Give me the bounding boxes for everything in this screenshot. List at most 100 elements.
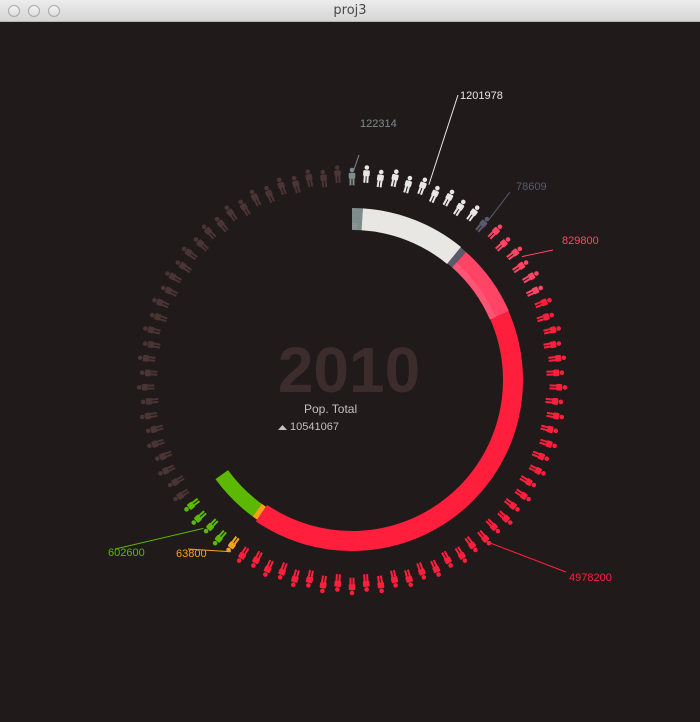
person-icon-69 bbox=[137, 354, 156, 363]
person-icon-89 bbox=[333, 164, 342, 184]
person-icon-13 bbox=[505, 244, 524, 261]
person-icon-42 bbox=[389, 569, 400, 589]
person-icon-6 bbox=[428, 184, 442, 204]
person-icon-24 bbox=[545, 397, 564, 406]
person-icon-14 bbox=[511, 258, 530, 274]
person-icon-40 bbox=[415, 561, 428, 581]
person-icon-31 bbox=[514, 487, 533, 504]
person-icon-11 bbox=[486, 222, 504, 241]
ring-segment-2 bbox=[447, 247, 466, 268]
person-icon-38 bbox=[440, 550, 455, 569]
person-icon-16 bbox=[525, 283, 545, 298]
person-icon-86 bbox=[290, 175, 302, 194]
person-icon-3 bbox=[389, 168, 400, 188]
person-icon-82 bbox=[236, 198, 252, 217]
person-icon-9 bbox=[465, 203, 482, 222]
person-icon-18 bbox=[536, 311, 555, 323]
person-icon-85 bbox=[275, 176, 288, 196]
person-icon-19 bbox=[543, 324, 562, 336]
person-icon-72 bbox=[149, 311, 168, 323]
person-icon-32 bbox=[503, 497, 522, 514]
leader-line-1 bbox=[428, 94, 459, 185]
person-icon-35 bbox=[476, 529, 493, 548]
person-icon-62 bbox=[153, 449, 173, 463]
leader-line-5 bbox=[187, 548, 232, 553]
ring-accent-3 bbox=[452, 262, 496, 320]
person-icon-15 bbox=[521, 269, 541, 285]
person-icon-81 bbox=[222, 203, 239, 222]
ring-segment-3 bbox=[451, 251, 509, 320]
total-value: 10541067 bbox=[290, 421, 339, 433]
total-label: Pop. Total bbox=[304, 402, 357, 416]
person-icon-70 bbox=[142, 339, 161, 350]
year-label: 2010 bbox=[278, 334, 420, 406]
zoom-window-button[interactable] bbox=[48, 5, 60, 17]
person-icon-4 bbox=[402, 175, 414, 194]
person-icon-37 bbox=[453, 545, 469, 565]
person-icon-59 bbox=[171, 487, 190, 504]
population-radial-chart: 122314 1201978 78609 829800 4978200 63800 6026… bbox=[108, 90, 612, 596]
leader-line-0 bbox=[353, 154, 360, 171]
person-icon-17 bbox=[534, 296, 553, 309]
ring-segment-6 bbox=[215, 469, 262, 517]
person-icon-74 bbox=[159, 283, 179, 298]
person-icon-52 bbox=[249, 550, 264, 569]
person-icon-22 bbox=[546, 369, 565, 377]
person-icon-26 bbox=[540, 423, 559, 435]
person-icon-68 bbox=[139, 369, 158, 377]
person-icon-75 bbox=[163, 269, 183, 285]
person-icon-8 bbox=[452, 198, 468, 217]
person-icon-71 bbox=[142, 324, 161, 336]
person-icon-65 bbox=[139, 411, 158, 421]
person-icon-84 bbox=[262, 184, 276, 204]
window-titlebar: proj3 bbox=[0, 0, 700, 22]
person-icon-45 bbox=[348, 577, 356, 596]
person-icon-88 bbox=[319, 169, 329, 188]
person-icon-51 bbox=[261, 559, 275, 579]
person-icon-80 bbox=[213, 215, 230, 233]
person-icon-61 bbox=[157, 463, 176, 478]
person-icon-30 bbox=[518, 474, 538, 490]
leader-line-2 bbox=[488, 191, 511, 221]
leader-line-3 bbox=[521, 249, 554, 258]
person-icon-39 bbox=[429, 559, 443, 579]
person-icon-66 bbox=[140, 397, 159, 406]
person-icon-0 bbox=[348, 167, 356, 186]
person-icon-83 bbox=[248, 188, 263, 207]
person-icon-79 bbox=[200, 222, 218, 241]
person-icon-23 bbox=[549, 383, 568, 391]
person-icon-34 bbox=[484, 517, 502, 536]
person-icon-43 bbox=[376, 575, 386, 594]
person-icon-63 bbox=[146, 437, 165, 450]
segment-label-5: 63800 bbox=[176, 548, 207, 560]
segment-label-0: 122314 bbox=[360, 118, 397, 130]
person-icon-76 bbox=[174, 258, 193, 274]
segment-label-6: 602600 bbox=[108, 547, 145, 559]
person-icon-21 bbox=[548, 354, 567, 363]
person-icon-41 bbox=[403, 569, 415, 588]
ring-segment-5 bbox=[252, 503, 266, 520]
person-icon-33 bbox=[496, 509, 515, 527]
segment-label-4: 4978200 bbox=[569, 572, 612, 584]
ring-segment-1 bbox=[361, 208, 461, 265]
person-icon-12 bbox=[494, 235, 512, 253]
person-icon-67 bbox=[136, 383, 155, 391]
person-icon-47 bbox=[318, 575, 328, 594]
minimize-window-button[interactable] bbox=[28, 5, 40, 17]
segment-label-1: 1201978 bbox=[460, 90, 503, 102]
close-window-button[interactable] bbox=[8, 5, 20, 17]
person-icon-10 bbox=[474, 215, 491, 233]
person-icon-2 bbox=[375, 169, 385, 188]
leader-line-4 bbox=[486, 541, 567, 573]
person-icon-36 bbox=[463, 535, 480, 554]
person-icon-49 bbox=[289, 569, 301, 588]
person-icon-7 bbox=[441, 188, 456, 207]
person-icon-78 bbox=[192, 235, 210, 253]
person-icon-55 bbox=[211, 529, 228, 548]
person-icon-58 bbox=[182, 497, 201, 514]
chart-area: 122314 1201978 78609 829800 4978200 63800 6026… bbox=[0, 22, 700, 722]
person-icon-29 bbox=[528, 463, 547, 478]
window-title: proj3 bbox=[333, 3, 367, 18]
person-icon-20 bbox=[543, 339, 562, 350]
person-icon-46 bbox=[333, 573, 342, 593]
